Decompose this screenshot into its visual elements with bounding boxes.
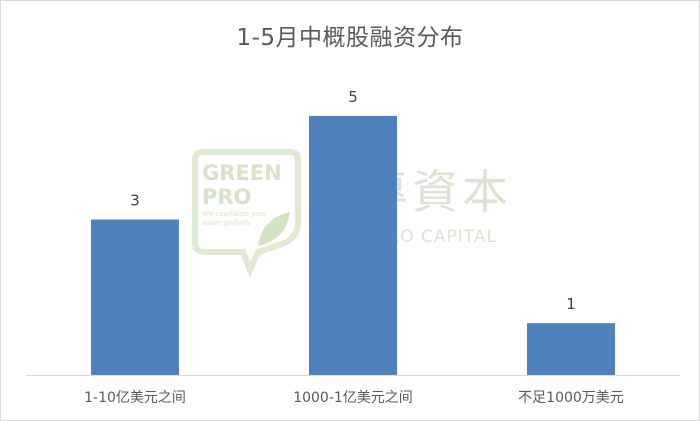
data-label-1: 3 [130,192,140,210]
data-labels: 3 5 1 [130,88,576,313]
x-tick-label-1: 1-10亿美元之间 [84,390,186,406]
x-axis-tick-labels: 1-10亿美元之间 1000-1亿美元之间 不足1000万美元 [84,390,624,406]
chart-title: 1-5月中概股融资分布 [236,25,464,51]
bar-2 [309,115,397,375]
data-label-2: 5 [348,88,358,106]
watermark-logo-shape [192,149,301,278]
bar-3 [527,323,615,375]
x-tick-label-3: 不足1000万美元 [518,390,624,406]
bar-1 [91,219,179,375]
bar-series [91,115,615,375]
data-label-3: 1 [566,295,576,313]
watermark-logo-pro: PRO [202,185,251,209]
watermark-tagline-1: We capitalize your [202,210,268,218]
x-tick-label-2: 1000-1亿美元之间 [293,390,413,406]
watermark-tagline-2: value globally [202,219,252,227]
watermark-logo-green: GREEN [202,161,282,185]
watermark-leaf-icon [258,212,290,246]
